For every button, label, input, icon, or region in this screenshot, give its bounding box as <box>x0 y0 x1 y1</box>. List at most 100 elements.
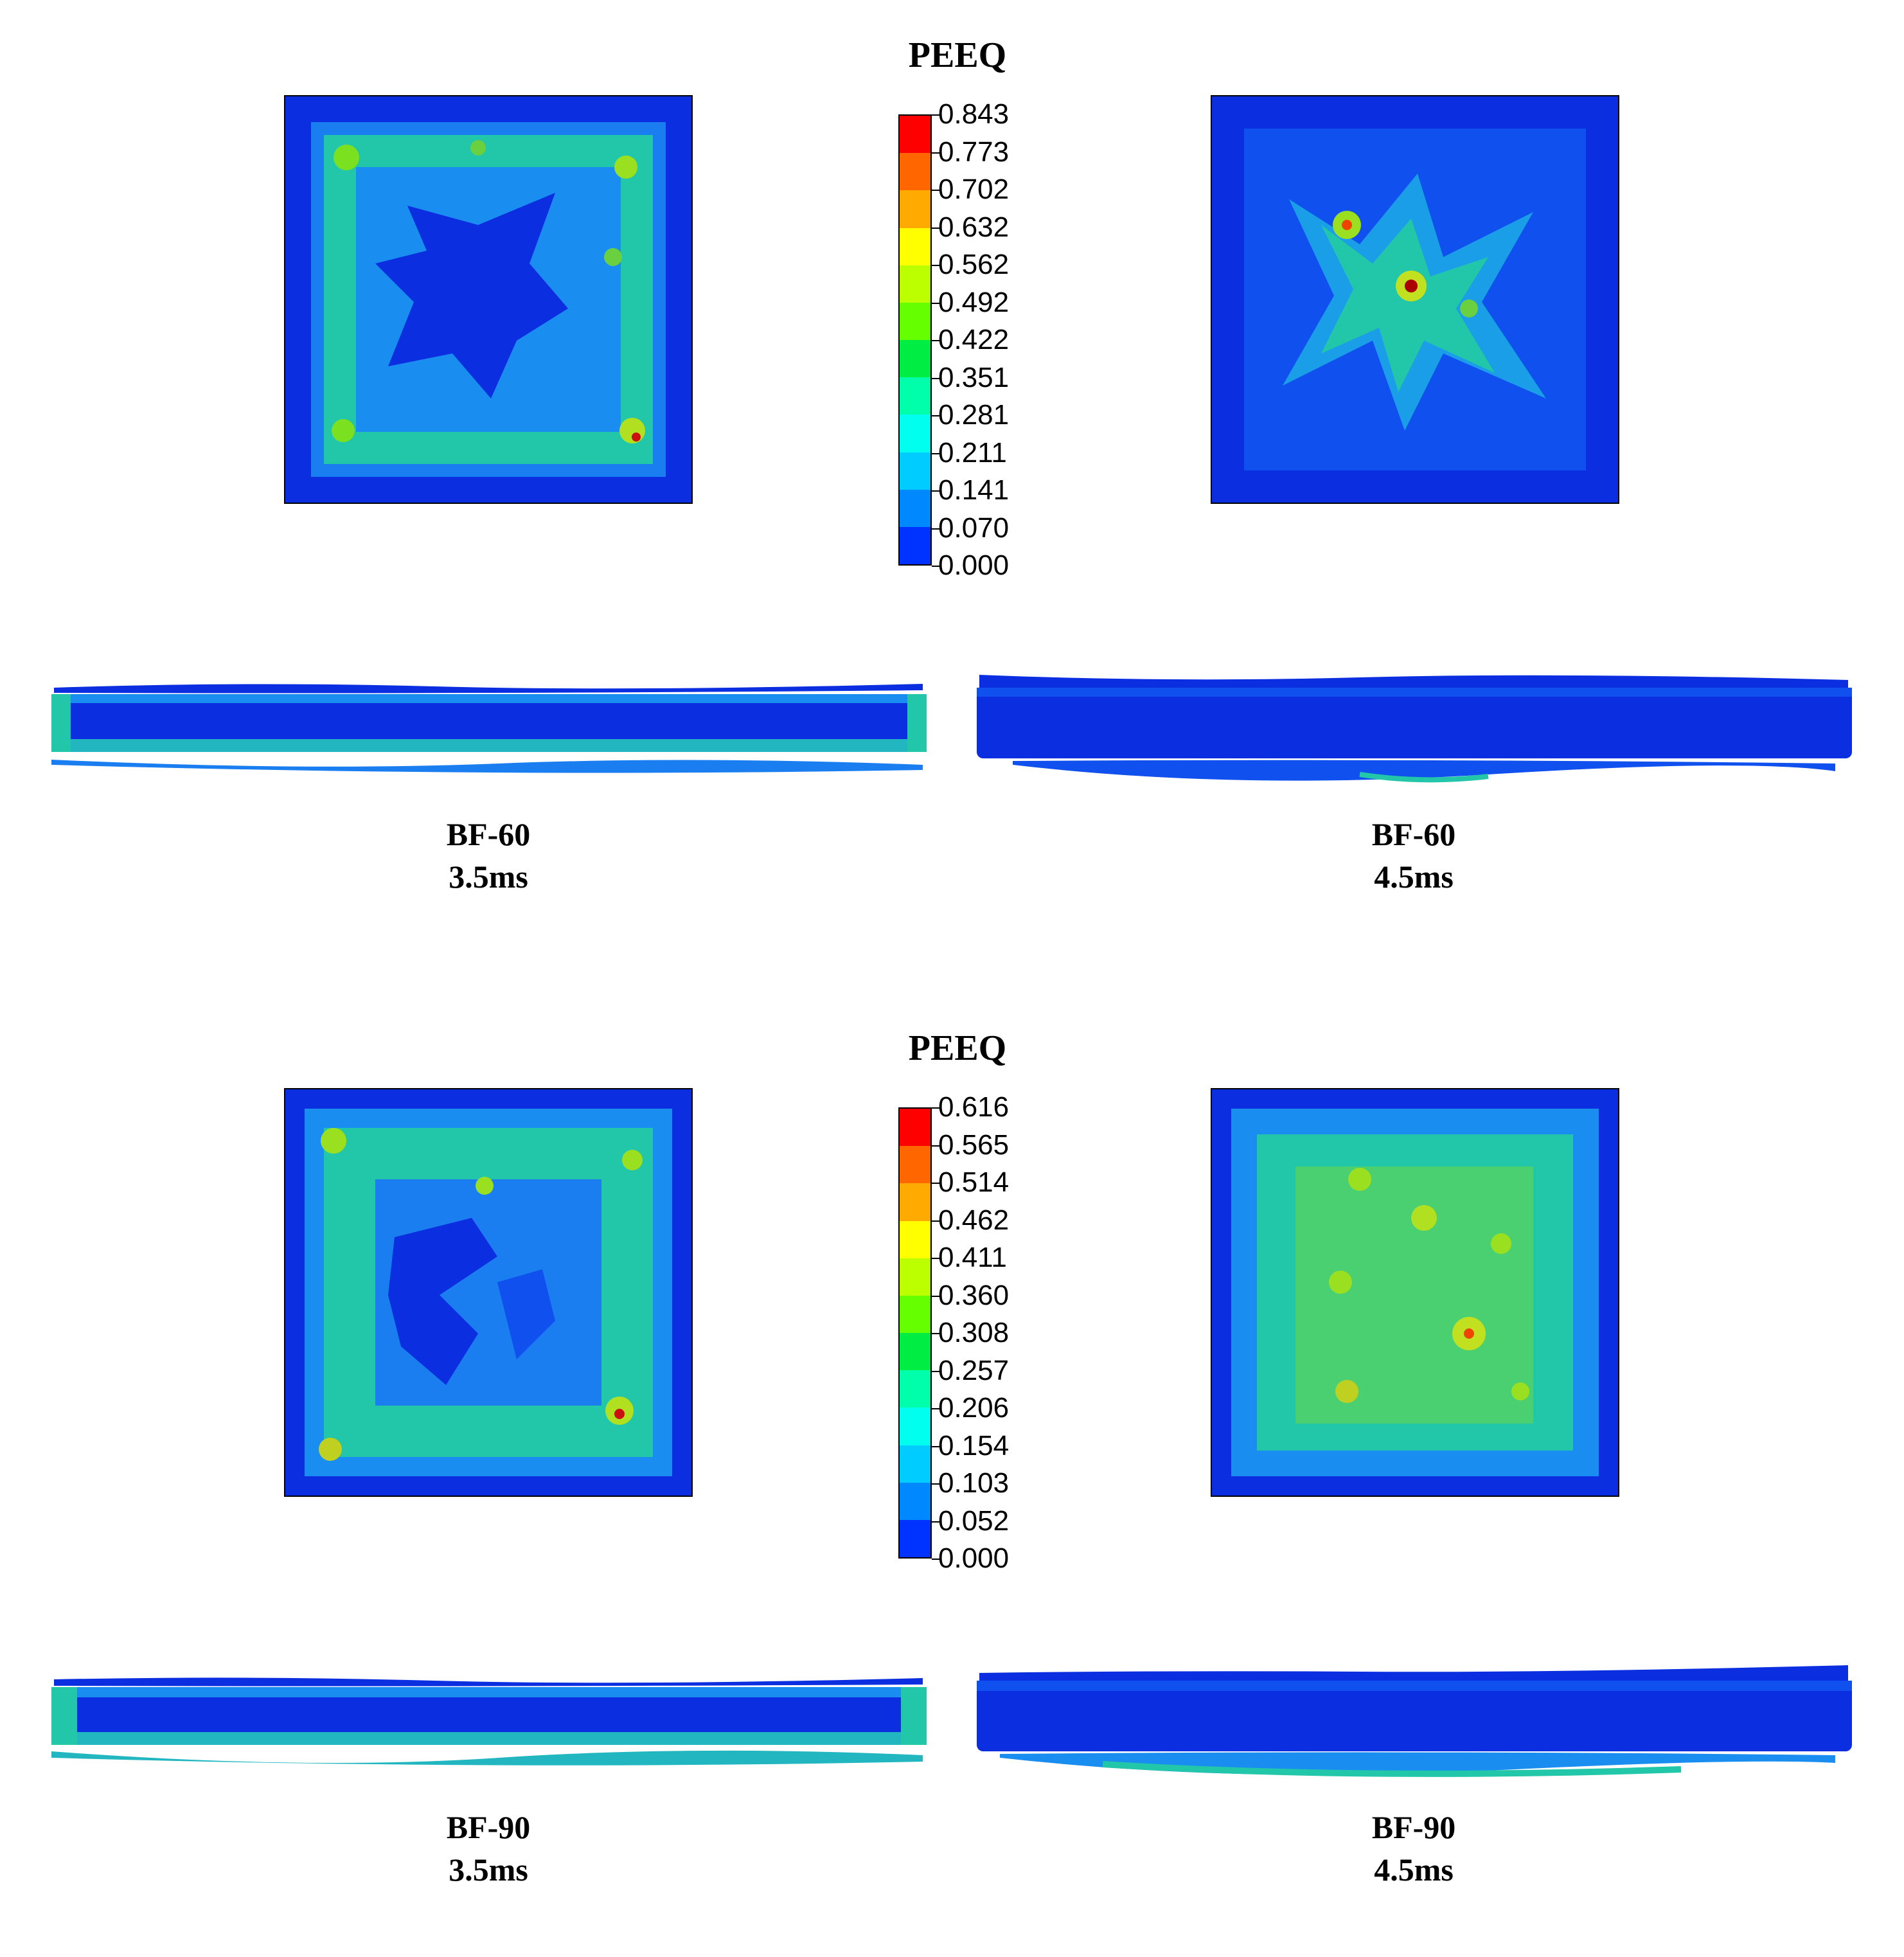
colorbar-segment <box>900 1445 930 1483</box>
legend-title: PEEQ <box>908 1028 1007 1068</box>
side-view-4-5ms <box>974 668 1855 791</box>
tick-mark <box>932 1559 941 1560</box>
caption-label: BF-60 <box>446 816 531 852</box>
tick-label: 0.154 <box>938 1429 1010 1461</box>
tick-mark <box>932 1183 941 1184</box>
tick-mark <box>932 1220 941 1222</box>
colorbar-segment <box>900 452 930 490</box>
tick-mark <box>932 340 941 341</box>
tick-mark <box>932 1333 941 1334</box>
tick-label: 0.000 <box>938 1542 1010 1574</box>
colorbar-segment <box>900 415 930 452</box>
colorbar-segment <box>900 489 930 527</box>
tick-mark <box>932 377 941 379</box>
colorbar-segment <box>900 1519 930 1558</box>
tick-label: 0.632 <box>938 211 1010 243</box>
caption-right: BF-60 4.5ms <box>1253 813 1574 898</box>
tick-label: 0.351 <box>938 361 1010 393</box>
tick-label: 0.257 <box>938 1354 1010 1386</box>
tick-label: 0.308 <box>938 1317 1010 1348</box>
tick-mark <box>932 1295 941 1297</box>
colorbar-segment <box>900 302 930 341</box>
tick-label: 0.562 <box>938 249 1010 280</box>
tick-mark <box>932 528 941 530</box>
caption-left: BF-60 3.5ms <box>328 813 649 898</box>
legend-title: PEEQ <box>908 35 1007 75</box>
colorbar-segment <box>900 190 930 228</box>
tick-label: 0.492 <box>938 286 1010 318</box>
colorbar-segment <box>900 1333 930 1371</box>
tick-mark <box>932 490 941 492</box>
tick-mark <box>932 227 941 229</box>
tick-mark <box>932 1258 941 1259</box>
side-view-3-5ms <box>49 675 929 778</box>
tick-label: 0.462 <box>938 1204 1010 1236</box>
colorbar-segment <box>900 1482 930 1520</box>
tick-mark <box>932 265 941 266</box>
tick-mark <box>932 566 941 567</box>
tick-label: 0.422 <box>938 324 1010 355</box>
tick-mark <box>932 415 941 416</box>
tick-mark <box>932 152 941 154</box>
tick-mark <box>932 1445 941 1447</box>
contour-plot-top-view-3-5ms <box>284 1088 693 1497</box>
tick-label: 0.281 <box>938 399 1010 431</box>
tick-label: 0.052 <box>938 1505 1010 1537</box>
tick-mark <box>932 1408 941 1409</box>
colorbar-segment <box>900 153 930 191</box>
contour-plot-top-view-4-5ms <box>1211 95 1619 504</box>
tick-mark <box>932 1483 941 1485</box>
tick-mark <box>932 1145 941 1147</box>
tick-label: 0.773 <box>938 136 1010 168</box>
tick-label: 0.616 <box>938 1091 1010 1123</box>
caption-right: BF-90 4.5ms <box>1253 1806 1574 1891</box>
tick-mark <box>932 1370 941 1372</box>
tick-label: 0.103 <box>938 1467 1010 1499</box>
caption-time: 3.5ms <box>449 859 528 895</box>
caption-left: BF-90 3.5ms <box>328 1806 649 1891</box>
tick-label: 0.411 <box>938 1242 1007 1273</box>
colorbar-segment <box>900 1258 930 1296</box>
tick-label: 0.702 <box>938 174 1010 205</box>
caption-time: 4.5ms <box>1374 859 1454 895</box>
tick-label: 0.000 <box>938 550 1010 581</box>
tick-label: 0.070 <box>938 512 1010 544</box>
colorbar-segment <box>900 1407 930 1445</box>
caption-time: 4.5ms <box>1374 1852 1454 1888</box>
colorbar-segment <box>900 1183 930 1221</box>
colorbar-segment <box>900 1295 930 1334</box>
caption-time: 3.5ms <box>449 1852 528 1888</box>
tick-label: 0.141 <box>938 474 1010 506</box>
tick-label: 0.211 <box>938 436 1007 469</box>
panel-bf60: PEEQ 0.843 0.773 0.702 0.632 0.562 0.492 0.422… <box>0 0 1904 964</box>
colorbar-segment <box>900 1146 930 1184</box>
tick-label: 0.843 <box>938 98 1010 130</box>
colorbar-segment <box>900 228 930 265</box>
tick-mark <box>932 114 941 116</box>
colorbar-segment <box>900 116 930 154</box>
colorbar-segment <box>900 340 930 378</box>
colorbar <box>898 114 932 566</box>
colorbar-segment <box>900 1370 930 1408</box>
tick-mark <box>932 190 941 191</box>
tick-mark <box>932 1107 941 1109</box>
tick-mark <box>932 1521 941 1523</box>
colorbar-segment <box>900 377 930 415</box>
tick-mark <box>932 452 941 454</box>
colorbar <box>898 1107 932 1559</box>
colorbar-ticks: 0.843 0.773 0.702 0.632 0.562 0.492 0.422 0.351… <box>932 98 1086 581</box>
panel-bf90: PEEQ 0.616 0.565 0.514 0.462 0.411 0.360 0.308… <box>0 993 1904 1957</box>
colorbar-segment <box>900 526 930 565</box>
contour-plot-top-view-3-5ms <box>284 95 693 504</box>
caption-label: BF-90 <box>1371 1809 1456 1845</box>
side-view-3-5ms <box>49 1668 929 1771</box>
colorbar-segment <box>900 1220 930 1258</box>
colorbar-segment <box>900 265 930 303</box>
colorbar-ticks: 0.616 0.565 0.514 0.462 0.411 0.360 0.308 0.257… <box>932 1091 1086 1574</box>
tick-label: 0.514 <box>938 1166 1010 1198</box>
contour-plot-top-view-4-5ms <box>1211 1088 1619 1497</box>
tick-mark <box>932 302 941 304</box>
caption-label: BF-90 <box>446 1809 531 1845</box>
tick-label: 0.565 <box>938 1129 1010 1161</box>
tick-label: 0.206 <box>938 1392 1010 1424</box>
